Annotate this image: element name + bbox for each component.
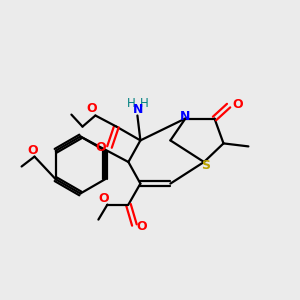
- Text: O: O: [86, 102, 97, 116]
- Text: O: O: [232, 98, 243, 111]
- Text: O: O: [136, 220, 147, 233]
- Text: O: O: [98, 192, 109, 205]
- Text: H: H: [127, 97, 136, 110]
- Text: O: O: [28, 143, 38, 157]
- Text: S: S: [201, 159, 210, 172]
- Text: N: N: [133, 103, 143, 116]
- Text: N: N: [180, 110, 190, 123]
- Text: O: O: [96, 141, 106, 154]
- Text: H: H: [140, 97, 148, 110]
